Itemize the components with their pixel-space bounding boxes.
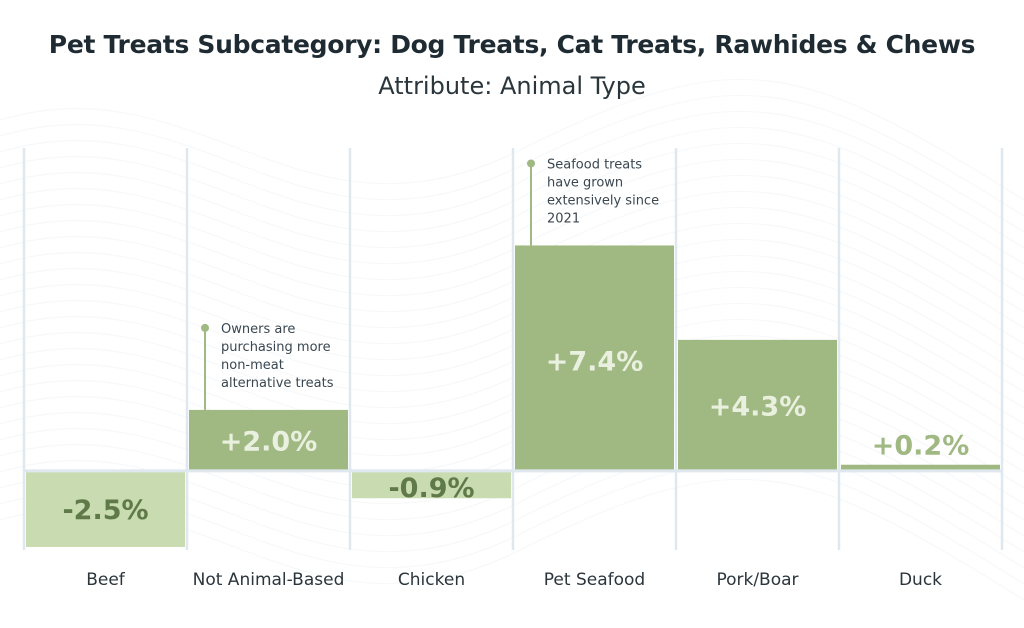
bar-pork-boar xyxy=(678,339,837,471)
data-label: +0.2% xyxy=(872,431,970,462)
bar-not-animal-based xyxy=(189,409,348,471)
annotation-text: Owners are xyxy=(221,322,295,337)
category-label: Pork/Boar xyxy=(716,570,798,590)
annotation-dot xyxy=(527,159,535,168)
category-label: Pet Seafood xyxy=(544,570,645,590)
data-label: +2.0% xyxy=(220,426,318,457)
wave-line xyxy=(0,126,1024,249)
annotation-text: non-meat xyxy=(221,358,284,373)
annotation-text: purchasing more xyxy=(221,340,331,355)
wave-line xyxy=(0,94,1024,217)
bar-duck xyxy=(841,464,1000,471)
bar-pet-seafood xyxy=(515,245,674,471)
data-label: -2.5% xyxy=(62,495,148,526)
annotation-text: have grown xyxy=(547,175,623,190)
annotation-dot xyxy=(201,323,209,332)
data-label: +4.3% xyxy=(709,391,807,422)
annotation-text: alternative treats xyxy=(221,376,334,391)
category-label: Chicken xyxy=(398,570,465,590)
chart-subtitle: Attribute: Animal Type xyxy=(378,72,646,100)
annotation-text: extensively since xyxy=(547,193,659,208)
category-label: Duck xyxy=(899,570,942,590)
data-label: +7.4% xyxy=(546,346,644,377)
wave-line xyxy=(0,110,1024,233)
chart-title: Pet Treats Subcategory: Dog Treats, Cat … xyxy=(48,30,976,59)
category-label: Beef xyxy=(86,570,126,590)
category-label: Not Animal-Based xyxy=(193,570,345,590)
bar-chicken xyxy=(352,470,511,499)
data-label: -0.9% xyxy=(388,473,474,504)
annotation-text: 2021 xyxy=(547,211,580,226)
annotation-text: Seafood treats xyxy=(547,157,642,172)
wave-line xyxy=(0,78,1024,201)
bar-beef xyxy=(26,470,185,547)
